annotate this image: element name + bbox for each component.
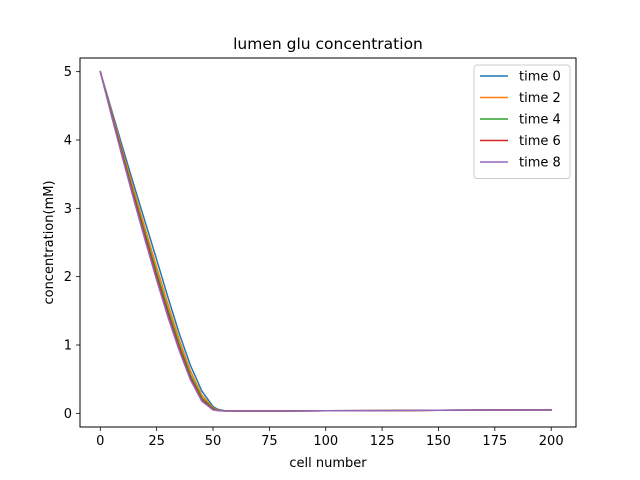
y-tick-label: 4 — [64, 134, 72, 149]
legend: time 0 time 2 time 4 time 6 time 8 — [473, 64, 571, 179]
y-tick-label: 1 — [64, 339, 72, 354]
legend-label: time 6 — [519, 134, 561, 149]
y-tick-label: 3 — [64, 202, 72, 217]
legend-label: time 8 — [519, 156, 561, 171]
x-tick-label: 100 — [313, 434, 338, 449]
plot-frame — [79, 57, 577, 428]
legend-label: time 0 — [519, 70, 561, 85]
series-line-4 — [99, 70, 552, 412]
legend-box — [473, 64, 571, 179]
x-tick-label: 50 — [205, 434, 222, 449]
x-tick-label: 200 — [539, 434, 564, 449]
x-tick-label: 0 — [96, 434, 104, 449]
x-axis: 0 25 50 75 100 125 150 175 200 — [96, 427, 564, 449]
y-axis-label: concentration(mM) — [42, 180, 57, 304]
y-tick-label: 0 — [64, 407, 72, 422]
x-tick-label: 125 — [370, 434, 395, 449]
x-axis-label: cell number — [289, 456, 367, 471]
x-tick-label: 150 — [426, 434, 451, 449]
legend-label: time 4 — [519, 113, 561, 128]
y-tick-label: 5 — [64, 65, 72, 80]
x-tick-label: 75 — [261, 434, 278, 449]
y-tick-label: 2 — [64, 270, 72, 285]
x-tick-label: 25 — [148, 434, 165, 449]
legend-label: time 2 — [519, 91, 561, 106]
chart-title: lumen glu concentration — [233, 35, 423, 53]
x-tick-label: 175 — [482, 434, 507, 449]
y-axis: 0 1 2 3 4 5 — [64, 65, 80, 422]
series-layer — [99, 70, 552, 412]
